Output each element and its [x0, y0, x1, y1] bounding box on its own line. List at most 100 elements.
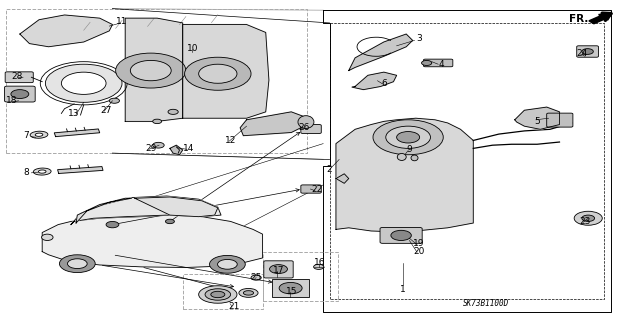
- Circle shape: [109, 98, 120, 103]
- Circle shape: [422, 60, 432, 65]
- Circle shape: [153, 119, 162, 123]
- FancyBboxPatch shape: [301, 124, 321, 133]
- FancyBboxPatch shape: [5, 72, 33, 83]
- Ellipse shape: [239, 288, 258, 297]
- Circle shape: [269, 265, 287, 273]
- Text: 29: 29: [145, 144, 156, 153]
- Circle shape: [218, 259, 237, 269]
- FancyBboxPatch shape: [301, 185, 321, 193]
- Circle shape: [314, 264, 324, 269]
- FancyArrow shape: [589, 13, 612, 24]
- Text: 13: 13: [68, 109, 80, 118]
- Text: 2: 2: [327, 165, 332, 174]
- FancyBboxPatch shape: [577, 46, 598, 57]
- Text: SK73B1100D: SK73B1100D: [463, 299, 509, 308]
- Polygon shape: [352, 72, 397, 90]
- Ellipse shape: [205, 289, 230, 300]
- Text: 21: 21: [228, 302, 239, 311]
- Polygon shape: [54, 129, 100, 137]
- Text: FR.: FR.: [569, 14, 588, 24]
- Text: 26: 26: [298, 123, 310, 132]
- Ellipse shape: [298, 116, 314, 128]
- FancyBboxPatch shape: [424, 59, 453, 67]
- Polygon shape: [125, 18, 182, 122]
- Circle shape: [391, 230, 412, 241]
- Circle shape: [582, 49, 593, 54]
- Text: 23: 23: [579, 217, 591, 226]
- Ellipse shape: [397, 153, 406, 160]
- Polygon shape: [135, 197, 218, 217]
- Text: 3: 3: [416, 34, 422, 43]
- Circle shape: [209, 256, 245, 273]
- Circle shape: [11, 90, 29, 99]
- Text: 7: 7: [24, 131, 29, 140]
- Circle shape: [251, 275, 261, 280]
- Circle shape: [582, 215, 595, 221]
- Polygon shape: [336, 118, 473, 232]
- Circle shape: [198, 64, 237, 83]
- Polygon shape: [240, 112, 304, 136]
- Circle shape: [67, 259, 87, 269]
- Circle shape: [574, 211, 602, 225]
- Bar: [272, 279, 309, 297]
- Polygon shape: [515, 107, 559, 129]
- Polygon shape: [71, 196, 221, 225]
- Ellipse shape: [198, 286, 237, 303]
- Text: 18: 18: [6, 96, 18, 105]
- Circle shape: [106, 221, 119, 228]
- Ellipse shape: [211, 291, 225, 298]
- Text: 11: 11: [116, 17, 128, 26]
- Bar: [182, 274, 262, 309]
- Bar: [262, 252, 338, 301]
- Circle shape: [279, 282, 302, 294]
- Circle shape: [397, 131, 420, 143]
- Text: 25: 25: [250, 273, 262, 282]
- Polygon shape: [170, 145, 182, 155]
- Polygon shape: [76, 198, 132, 223]
- Polygon shape: [182, 25, 269, 118]
- Circle shape: [168, 109, 178, 115]
- Text: 19: 19: [413, 239, 425, 248]
- Text: 1: 1: [400, 285, 406, 294]
- FancyBboxPatch shape: [380, 227, 422, 243]
- Text: 24: 24: [576, 48, 588, 58]
- Circle shape: [116, 53, 186, 88]
- Text: 22: 22: [311, 185, 323, 194]
- FancyBboxPatch shape: [4, 86, 35, 102]
- Text: 5: 5: [534, 117, 540, 126]
- Polygon shape: [42, 215, 262, 268]
- Circle shape: [184, 57, 251, 90]
- Circle shape: [131, 60, 172, 81]
- Text: 28: 28: [11, 72, 22, 81]
- Ellipse shape: [38, 170, 46, 173]
- Text: 9: 9: [406, 145, 412, 154]
- Text: 12: 12: [225, 136, 236, 145]
- Text: 6: 6: [381, 79, 387, 88]
- Text: 10: 10: [186, 44, 198, 53]
- Ellipse shape: [33, 168, 51, 175]
- Polygon shape: [58, 167, 103, 174]
- Circle shape: [166, 219, 174, 224]
- Circle shape: [60, 255, 95, 272]
- Ellipse shape: [42, 234, 53, 241]
- Circle shape: [373, 120, 444, 155]
- Polygon shape: [20, 15, 113, 47]
- FancyBboxPatch shape: [264, 261, 293, 278]
- Polygon shape: [349, 34, 413, 70]
- Ellipse shape: [411, 155, 418, 161]
- Polygon shape: [336, 174, 349, 183]
- Text: 17: 17: [273, 266, 284, 275]
- Circle shape: [386, 126, 431, 148]
- Text: 15: 15: [285, 287, 297, 296]
- Text: 8: 8: [24, 168, 29, 177]
- Text: 16: 16: [314, 258, 326, 267]
- FancyBboxPatch shape: [547, 113, 573, 127]
- Ellipse shape: [30, 131, 48, 138]
- Text: 20: 20: [413, 247, 425, 256]
- Text: 4: 4: [438, 60, 444, 69]
- Circle shape: [153, 142, 164, 148]
- Ellipse shape: [243, 291, 253, 295]
- Text: 27: 27: [100, 106, 112, 115]
- Ellipse shape: [35, 133, 43, 136]
- Text: 14: 14: [184, 144, 195, 153]
